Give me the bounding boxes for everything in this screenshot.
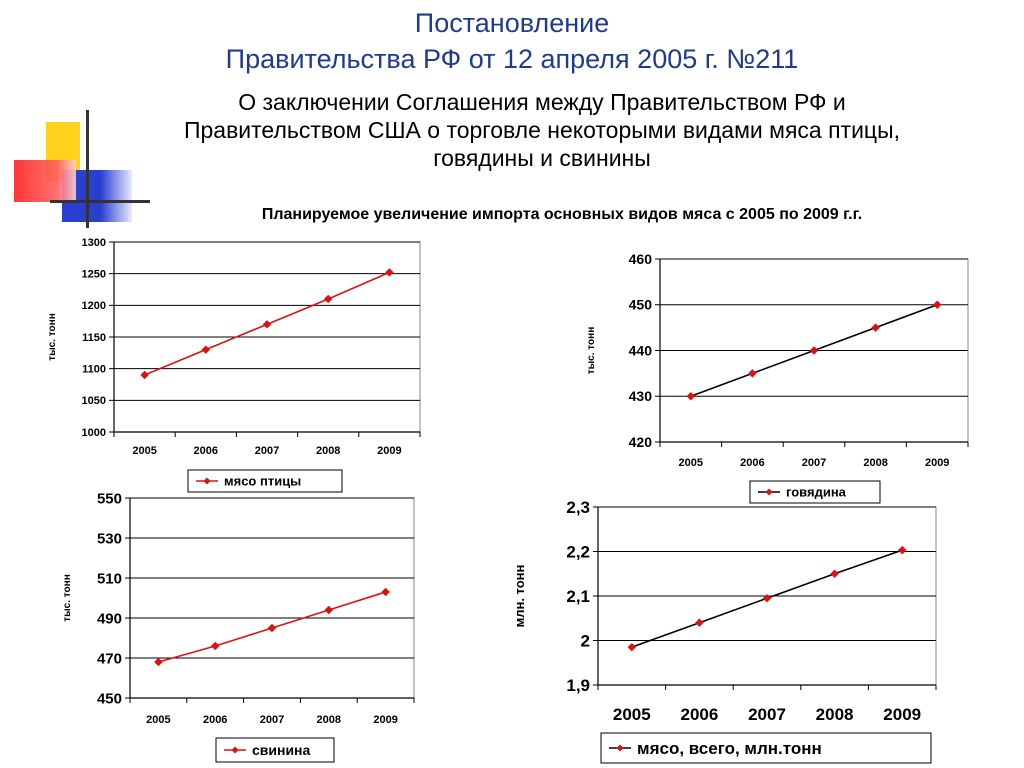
- poultry-ytick-label: 1100: [82, 364, 106, 376]
- pork-ytick-label: 510: [97, 570, 122, 587]
- total-legend-marker: [616, 744, 624, 752]
- deco-vertical-line: [86, 110, 89, 228]
- poultry-legend-marker: [203, 477, 211, 485]
- poultry-legend-label: мясо птицы: [224, 474, 301, 489]
- total-xtick-label: 2006: [680, 705, 718, 724]
- poultry-ytick-label: 1200: [82, 300, 106, 312]
- total-data-point: [762, 594, 772, 603]
- page-subtitle: О заключении Соглашения между Правительс…: [60, 88, 1024, 172]
- poultry-ytick-label: 1050: [82, 395, 106, 407]
- pork-legend-marker: [231, 746, 239, 754]
- total-legend-label: мясо, всего, млн.тонн: [637, 739, 822, 758]
- beef-chart-group: 420 430 440 450 460 2005 2006 2007 2008 2009 тыс. …: [586, 251, 969, 504]
- beef-legend-marker: [765, 488, 773, 496]
- beef-y-axis-label: тыс. тонн: [586, 327, 597, 375]
- beef-xtick-label: 2005: [679, 457, 703, 469]
- poultry-xtick-label: 2007: [255, 445, 279, 457]
- poultry-chart-group: 1000 1050 1100 1150 1200 1250 1300 2005 2006 2007…: [47, 237, 421, 493]
- poultry-ytick-label: 1250: [82, 269, 106, 281]
- beef-xtick-label: 2007: [802, 457, 826, 469]
- subtitle-line1: О заключении Соглашения между Правительс…: [238, 89, 846, 115]
- pork-chart-group: 450 470 490 510 530 550 2005 2006 2007 2008 2009 ты…: [62, 490, 415, 763]
- beef-data-point: [809, 346, 819, 355]
- total-data-point: [627, 642, 637, 652]
- poultry-data-point: [262, 320, 272, 329]
- poultry-data-point: [323, 294, 333, 304]
- beef-xtick-label: 2008: [863, 457, 887, 469]
- total-ytick-label: 2,3: [566, 498, 590, 517]
- beef-legend-box: [749, 480, 881, 504]
- beef-ytick-label: 430: [629, 388, 653, 404]
- beef-data-point: [748, 369, 757, 378]
- beef-ytick-label: 450: [629, 297, 653, 313]
- pork-data-point: [154, 657, 163, 667]
- poultry-legend-box: [187, 469, 343, 493]
- beef-ytick-label: 440: [629, 342, 653, 358]
- poultry-data-point: [201, 345, 211, 354]
- beef-legend-label: говядина: [786, 485, 847, 500]
- poultry-xtick-label: 2009: [377, 445, 401, 457]
- total-ytick-label: 2,2: [566, 542, 590, 561]
- poultry-data-point: [140, 370, 149, 380]
- subtitle-line3: говядины и свинины: [433, 145, 651, 171]
- beef-data-point: [932, 300, 942, 309]
- total-xtick-label: 2009: [883, 705, 921, 724]
- beef-ytick-label: 420: [629, 434, 653, 450]
- pork-ytick-label: 470: [97, 650, 122, 667]
- total-legend-box: [600, 732, 932, 764]
- total-xtick-label: 2008: [816, 705, 854, 724]
- pork-xtick-label: 2006: [203, 714, 227, 726]
- poultry-y-axis-label: тыс. тонн: [47, 313, 58, 361]
- pork-ytick-label: 530: [97, 530, 122, 547]
- pork-ytick-label: 550: [97, 490, 122, 507]
- deco-red-square: [14, 160, 76, 202]
- total-data-point: [695, 618, 704, 627]
- page-title-line2: Правительства РФ от 12 апреля 2005 г. №2…: [225, 44, 799, 74]
- poultry-xtick-label: 2008: [316, 445, 340, 457]
- poultry-ytick-label: 1300: [82, 237, 106, 249]
- pork-data-point: [267, 623, 277, 633]
- chart-heading: Планируемое увеличение импорта основных …: [261, 206, 863, 223]
- beef-data-point: [686, 392, 696, 401]
- poultry-xtick-label: 2005: [132, 445, 156, 457]
- pork-xtick-label: 2005: [146, 714, 170, 726]
- beef-xtick-label: 2009: [925, 457, 949, 469]
- beef-data-point: [871, 323, 880, 332]
- poultry-ytick-label: 1000: [82, 427, 106, 439]
- pork-data-point: [381, 587, 390, 597]
- total-ytick-label: 2,1: [566, 587, 590, 606]
- pork-ytick-label: 450: [97, 690, 122, 707]
- total-chart-group: 1,9 2 2,1 2,2 2,3 2005 2006 2007 2008 2009 млн. то…: [512, 498, 937, 764]
- poultry-xtick-label: 2006: [194, 445, 218, 457]
- pork-ytick-label: 490: [97, 610, 122, 627]
- total-data-point: [897, 545, 907, 555]
- total-xtick-label: 2007: [748, 705, 786, 724]
- total-ytick-label: 1,9: [566, 676, 590, 695]
- beef-ytick-label: 460: [629, 251, 653, 267]
- pork-xtick-label: 2007: [260, 714, 284, 726]
- beef-xtick-label: 2006: [740, 457, 764, 469]
- page-title-line1: Постановление: [414, 8, 610, 38]
- subtitle-line2: Правительством США о торговле некоторыми…: [183, 117, 901, 143]
- pork-y-axis-label: тыс. тонн: [62, 574, 73, 622]
- total-data-point: [830, 569, 839, 578]
- total-xtick-label: 2005: [613, 705, 651, 724]
- pork-xtick-label: 2009: [373, 714, 397, 726]
- pork-xtick-label: 2008: [317, 714, 341, 726]
- pork-data-point: [210, 641, 220, 651]
- poultry-data-point: [385, 268, 394, 277]
- poultry-ytick-label: 1150: [82, 332, 106, 344]
- pork-data-point: [324, 605, 334, 615]
- total-ytick-label: 2: [581, 631, 590, 650]
- deco-horizontal-line: [50, 200, 150, 203]
- total-y-axis-label: млн. тонн: [512, 565, 527, 628]
- pork-legend-label: свинина: [252, 742, 311, 758]
- pork-plot-area: [129, 497, 415, 699]
